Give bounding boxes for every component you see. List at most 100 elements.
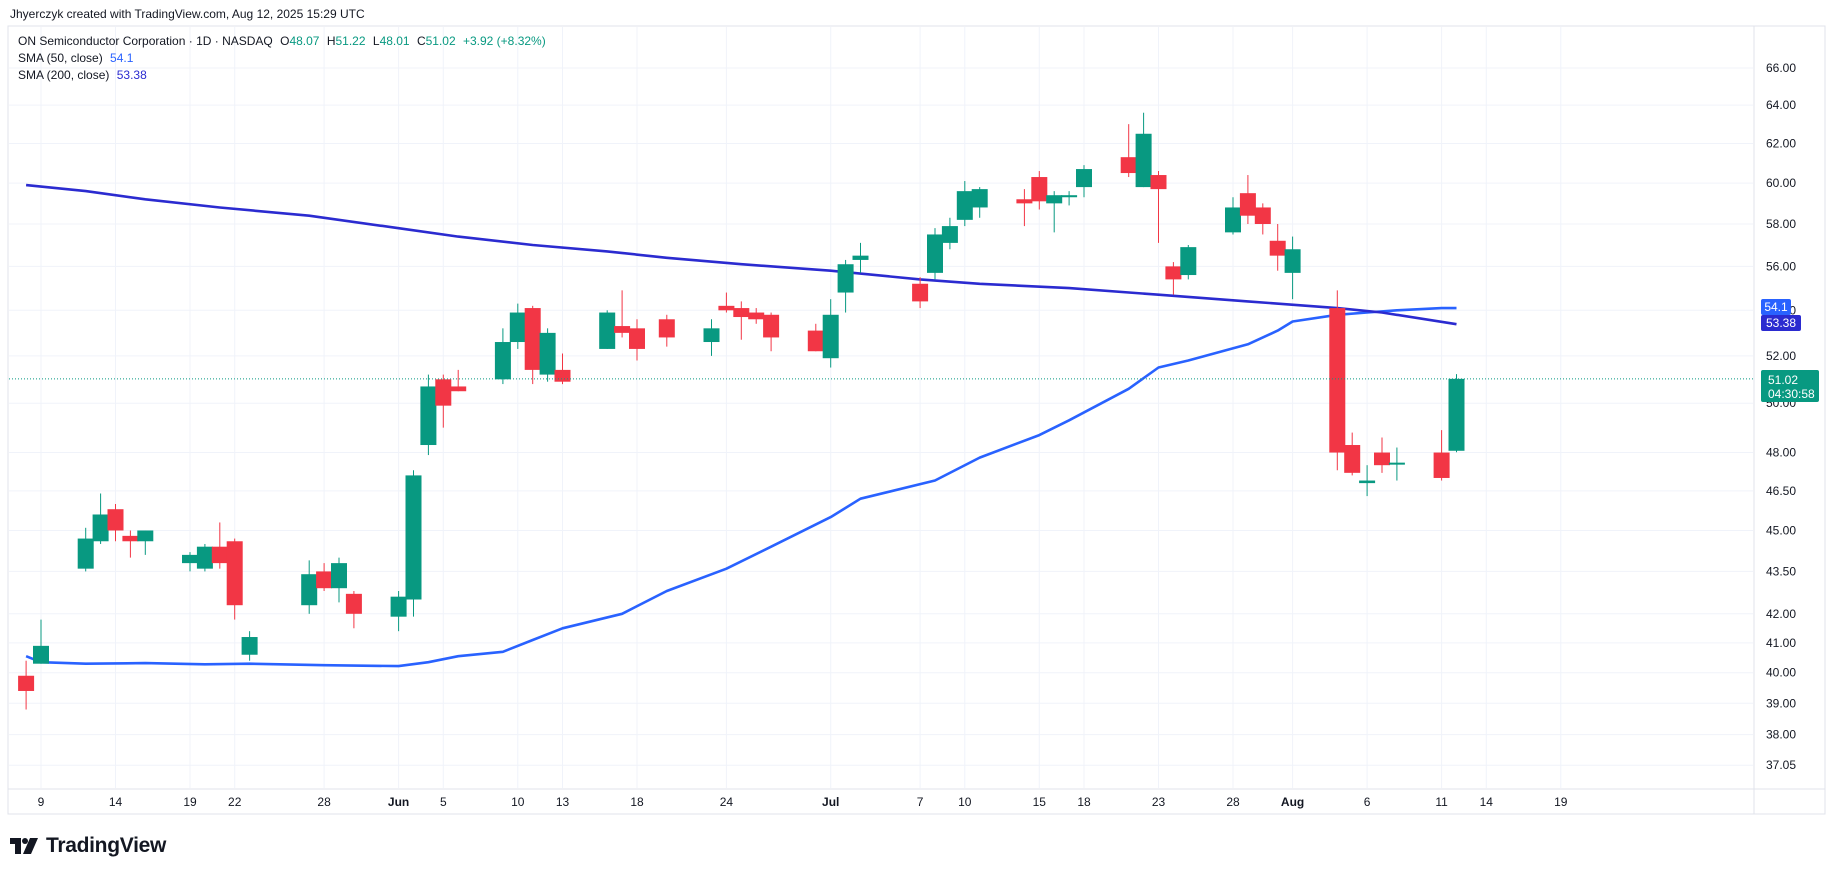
candle [718,292,735,313]
candle-body [703,328,720,343]
candle [912,277,929,309]
candle-body [554,369,571,382]
candle-body [912,283,929,302]
price-axis: 37.05 38.00 39.00 40.00 41.00 42.00 43.50 45.00… [1766,61,1796,772]
candle-body [1150,175,1167,190]
candle [107,503,124,542]
candle [331,557,347,603]
candle [1076,165,1092,198]
candle-body [1329,308,1346,453]
candle [1120,124,1137,178]
close-value: 51.02 [425,34,456,48]
chart-credit: Jhyerczyk created with TradingView.com, … [10,7,365,21]
candle [1448,374,1465,453]
candle [196,543,213,572]
candle-body [107,509,124,531]
candle-body [1284,249,1301,273]
price-tick-label: 60.00 [1766,176,1796,190]
candle-body [196,546,213,569]
high-label: H [326,34,336,48]
candle-body [1448,378,1465,451]
price-tick-label: 43.50 [1766,564,1796,578]
candle [509,303,526,349]
sma50-legend[interactable]: SMA (50, close) 54.1 [18,51,133,65]
candle-body [1269,240,1286,256]
candle [1165,262,1182,295]
price-tick-label: 46.50 [1766,484,1796,498]
candles [18,112,1465,710]
candle [301,560,318,614]
grid [9,27,1753,788]
price-tags: 54.1 53.38 51.02 04:30:58 [1761,299,1819,402]
sma50-line [25,306,1457,668]
candle-body [122,535,139,542]
sma200-label: SMA (200, close) [18,68,110,82]
candle [211,522,228,569]
symbol-legend: ON Semiconductor Corporation · 1D · NASD… [18,34,546,48]
candle [435,374,452,428]
candle-body [77,538,94,569]
open-value: 48.07 [289,34,320,48]
candle [941,217,958,250]
time-tick-label: 22 [228,795,242,809]
candle [405,470,422,617]
candle [852,242,869,273]
candle-body [226,541,243,606]
candle [763,312,780,352]
time-tick-label: Aug [1281,795,1304,809]
price-tick-label: 41.00 [1766,636,1796,650]
candle [733,301,750,340]
candle-body [852,255,869,260]
candle [182,552,198,572]
candle [450,369,467,392]
candle-body [658,319,675,338]
countdown-tag-text: 04:30:58 [1768,387,1815,401]
time-tick-label: 9 [38,795,45,809]
candle [1150,171,1167,243]
candle-body [1374,452,1390,466]
time-tick-label: 6 [1364,795,1371,809]
candle-body [629,328,645,349]
candle [1180,245,1197,280]
candle [92,493,109,544]
candle-body [1180,247,1197,276]
candle-body [524,308,541,370]
low-value: 48.01 [379,34,410,48]
candle [226,538,243,620]
price-tick-label: 66.00 [1766,61,1796,75]
candle [1135,112,1152,188]
price-tick-label: 40.00 [1766,666,1796,680]
time-tick-label: 14 [1480,795,1494,809]
time-tick-label: 5 [440,795,447,809]
candle [1239,175,1256,225]
price-tick-label: 56.00 [1766,259,1796,273]
price-chart[interactable]: 37.05 38.00 39.00 40.00 41.00 42.00 43.50 45.00… [0,0,1835,820]
tradingview-wordmark: TradingView [46,834,167,857]
last-price-tag-text: 51.02 [1768,373,1798,387]
candle [1061,191,1078,206]
price-tick-label: 39.00 [1766,696,1796,710]
candle [1388,447,1405,481]
change-value: +3.92 (+8.32%) [462,34,546,48]
candle [1046,191,1063,233]
candle-body [614,326,631,333]
tradingview-brand[interactable]: TradingView [10,834,166,858]
candle-body [1359,480,1376,484]
candle-body [405,475,422,600]
candle [1433,430,1450,481]
price-tick-label: 64.00 [1766,98,1796,112]
candle [614,290,631,338]
candle-body [539,332,556,375]
candle [494,328,511,385]
candle [77,527,94,572]
time-tick-label: 18 [1077,795,1091,809]
candle [1031,171,1048,210]
candle-body [33,645,49,664]
sma50-value: 54.1 [110,51,134,65]
sma200-legend[interactable]: SMA (200, close) 53.38 [18,68,147,82]
sma200-line [25,183,1457,326]
candle-body [956,191,973,220]
candle [539,328,556,382]
candle [703,319,720,356]
candle-body [92,514,109,542]
